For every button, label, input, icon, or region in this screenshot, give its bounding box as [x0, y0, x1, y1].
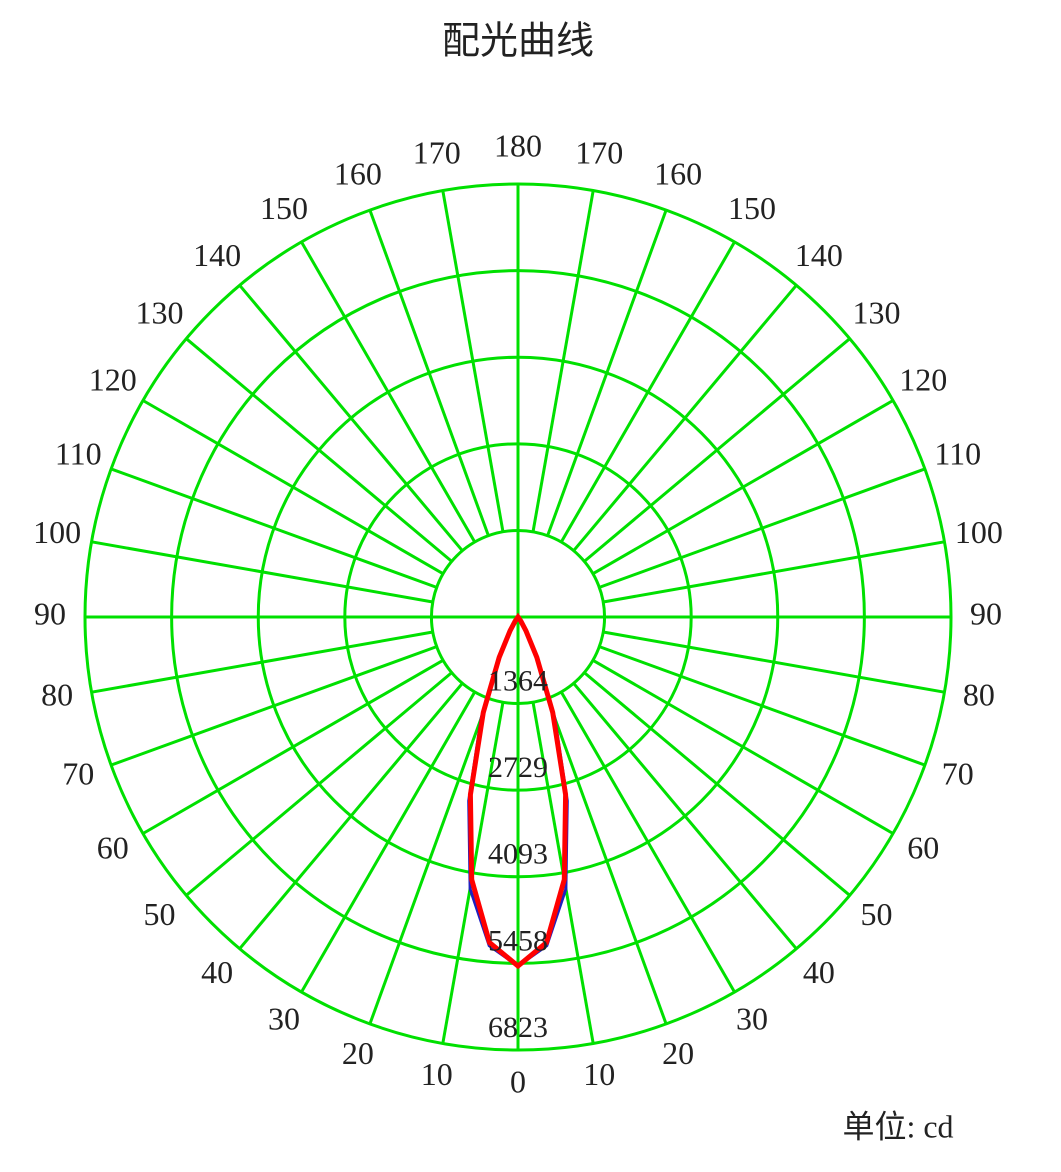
angle-tick-label: 60	[907, 829, 939, 865]
angle-tick-label: 100	[33, 514, 81, 550]
r-tick-label: 2729	[488, 751, 548, 784]
ring-grid-line	[256, 355, 780, 879]
r-tick-label: 6823	[488, 1011, 548, 1044]
r-tick-label: 1364	[488, 664, 548, 697]
angle-tick-label: 150	[728, 190, 776, 226]
angle-tick-label: 150	[260, 190, 308, 226]
ring-grid-line	[83, 182, 953, 1052]
angle-tick-label: 50	[143, 896, 175, 932]
angle-tick-label: 120	[899, 361, 947, 397]
angle-tick-label: 120	[89, 361, 137, 397]
angle-tick-label: 40	[201, 954, 233, 990]
angle-tick-label: 110	[55, 435, 102, 471]
ring-grid-line	[343, 442, 693, 792]
ring-grid-line	[429, 528, 607, 706]
angle-tick-label: 170	[575, 134, 623, 170]
angle-tick-label: 160	[334, 156, 382, 192]
angle-tick-label: 130	[853, 295, 901, 331]
r-tick-label: 4093	[488, 838, 548, 871]
angle-tick-label: 30	[736, 1001, 768, 1037]
angle-tick-label: 140	[193, 237, 241, 273]
intensity-curve	[467, 612, 569, 970]
angle-tick-label: 180	[494, 127, 542, 163]
angle-tick-label: 10	[583, 1056, 615, 1092]
angle-tick-label: 160	[654, 156, 702, 192]
chart-title: 配光曲线	[442, 21, 594, 63]
angle-tick-label: 70	[942, 755, 974, 791]
angle-tick-label: 80	[963, 677, 995, 713]
angle-tick-label: 50	[861, 896, 893, 932]
angle-tick-label: 80	[41, 677, 73, 713]
angle-tick-label: 30	[268, 1001, 300, 1037]
angle-tick-label: 90	[970, 595, 1002, 631]
angle-tick-label: 110	[934, 435, 981, 471]
angle-tick-label: 60	[97, 829, 129, 865]
angle-tick-label: 0	[510, 1063, 526, 1099]
angle-tick-label: 40	[803, 954, 835, 990]
angle-tick-label: 20	[662, 1035, 694, 1071]
angle-tick-label: 70	[62, 755, 94, 791]
angle-tick-label: 100	[955, 514, 1003, 550]
angle-tick-label: 90	[34, 595, 66, 631]
angle-tick-label: 20	[342, 1035, 374, 1071]
angle-tick-label: 170	[413, 134, 461, 170]
angle-tick-label: 130	[135, 295, 183, 331]
angle-tick-label: 10	[421, 1056, 453, 1092]
r-tick-label: 5458	[488, 924, 548, 957]
unit-label: 单位: cd	[842, 1108, 953, 1144]
angle-tick-label: 140	[795, 237, 843, 273]
